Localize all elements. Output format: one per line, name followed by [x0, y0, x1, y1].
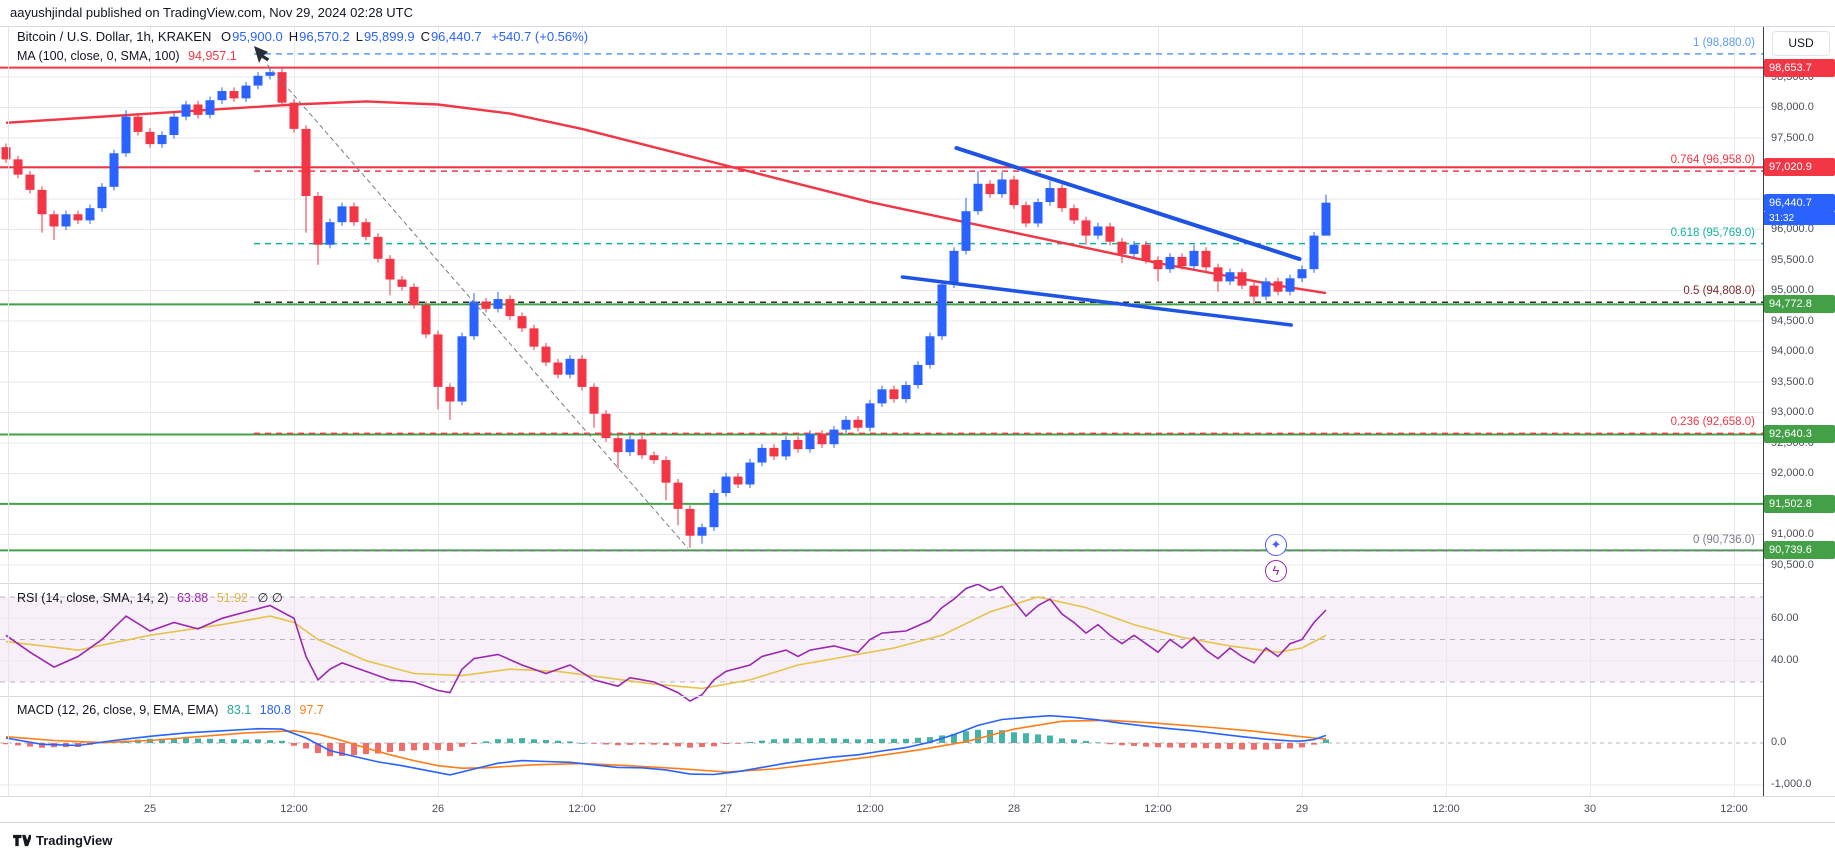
lightning-reaction-icon[interactable]: ϟ: [1265, 560, 1287, 582]
price-tick-label: 94,000.0: [1771, 345, 1814, 357]
price-tick-label: 92,000.0: [1771, 467, 1814, 479]
time-tick-label: 28: [1007, 803, 1021, 815]
countdown-badge: 31:32: [1764, 211, 1835, 225]
ma-value: 94,957.1: [188, 49, 237, 63]
ohlc-value: 96,440.7: [430, 29, 482, 44]
macd-tick-label: -1,000.0: [1771, 778, 1812, 791]
macd-plot: [3, 714, 1329, 776]
currency-button[interactable]: USD: [1772, 31, 1830, 56]
price-tick-label: 96,000.0: [1771, 223, 1814, 235]
price-tick-label: 95,000.0: [1771, 284, 1814, 296]
horizontal-level-lines[interactable]: [0, 66, 1763, 552]
price-badge: 91,502.8: [1764, 494, 1835, 513]
time-tick-label: 12:00: [856, 803, 884, 815]
price-change: +540.7 (+0.56%): [491, 29, 589, 44]
fib-level-label[interactable]: 0.5 (94,808.0): [1683, 285, 1755, 298]
price-badge: 98,653.7: [1764, 58, 1835, 77]
time-tick-label: 30: [1583, 803, 1597, 815]
rsi-tick-label: 40.00: [1771, 654, 1799, 667]
price-tick-label: 93,000.0: [1771, 406, 1814, 418]
price-badge: 96,440.7: [1764, 193, 1835, 212]
fib-level-label[interactable]: 1 (98,880.0): [1692, 36, 1755, 49]
ma-legend: MA (100, close, 0, SMA, 100) 94,957.1: [17, 49, 237, 63]
macd-label[interactable]: MACD (12, 26, close, 9, EMA, EMA): [17, 703, 219, 717]
trendlines[interactable]: [267, 64, 1302, 549]
price-tick-label: 97,500.0: [1771, 131, 1814, 144]
fib-level-label[interactable]: 0.236 (92,658.0): [1670, 416, 1755, 429]
ohlc-values: O95,900.0 H96,570.2 L95,899.9 C96,440.7: [215, 29, 482, 44]
ohlc-letter: C: [420, 29, 430, 44]
rsi-ma-value: 51.92: [216, 591, 248, 605]
time-tick-label: 12:00: [1144, 803, 1172, 815]
fib-level-label[interactable]: 0.764 (96,958.0): [1670, 154, 1755, 167]
symbol-title[interactable]: Bitcoin / U.S. Dollar, 1h, KRAKEN: [17, 29, 212, 44]
time-tick-label: 29: [1295, 803, 1309, 815]
price-badge: 92,640.3: [1764, 425, 1835, 444]
attribution-text: aayushjindal published on TradingView.co…: [10, 5, 414, 20]
fib-retracement-lines[interactable]: [254, 53, 1763, 552]
price-badge: 90,739.6: [1764, 541, 1835, 560]
rsi-legend: RSI (14, close, SMA, 14, 2) 63.88 51.92 …: [17, 590, 283, 605]
ohlc-letter: O: [220, 29, 232, 44]
time-tick-label: 26: [431, 803, 445, 815]
ohlc-value: 95,899.9: [363, 29, 415, 44]
symbol-legend: Bitcoin / U.S. Dollar, 1h, KRAKEN O95,90…: [17, 29, 588, 44]
rsi-band-values: ∅ ∅: [257, 591, 283, 605]
time-tick-label: 12:00: [1720, 803, 1748, 815]
price-badge: 97,020.9: [1764, 158, 1835, 177]
gridlines: [0, 27, 1763, 796]
tradingview-logo[interactable]: [12, 833, 31, 848]
rsi-tick-label: 60.00: [1771, 611, 1799, 624]
macd-signal-value: 97.7: [299, 703, 324, 717]
macd-legend: MACD (12, 26, close, 9, EMA, EMA) 83.1 1…: [17, 703, 324, 717]
rsi-plot: [5, 583, 1327, 703]
macd-value: 180.8: [259, 703, 292, 717]
time-tick-label: 12:00: [568, 803, 596, 815]
pane-frame: [0, 26, 1835, 823]
fib-level-label[interactable]: 0 (90,736.0): [1692, 533, 1755, 546]
price-tick-label: 94,500.0: [1771, 314, 1814, 327]
footer: TradingView: [12, 833, 112, 848]
rsi-value: 63.88: [176, 591, 209, 605]
time-tick-label: 12:00: [280, 803, 308, 815]
price-badge: 94,772.8: [1764, 295, 1835, 314]
macd-tick-label: 0.0: [1771, 736, 1787, 749]
sparkle-reaction-icon[interactable]: ✦: [1265, 534, 1287, 556]
price-tick-label: 98,000.0: [1771, 101, 1814, 114]
brand-name[interactable]: TradingView: [36, 833, 113, 848]
ma-label[interactable]: MA (100, close, 0, SMA, 100): [17, 49, 180, 63]
macd-hist-value: 83.1: [226, 703, 252, 717]
price-tick-label: 95,500.0: [1771, 253, 1814, 266]
ma-100-line: [5, 100, 1327, 295]
cursor-arrow-marker: [254, 46, 270, 63]
price-tick-label: 90,500.0: [1771, 558, 1814, 571]
price-scale[interactable]: [1763, 27, 1835, 796]
candlesticks: [1, 67, 1331, 548]
time-tick-label: 12:00: [1432, 803, 1460, 815]
time-axis[interactable]: [0, 797, 1763, 822]
price-tick-label: 93,500.0: [1771, 375, 1814, 388]
rsi-label[interactable]: RSI (14, close, SMA, 14, 2): [17, 591, 169, 605]
ohlc-letter: H: [288, 29, 299, 44]
ohlc-value: 95,900.0: [232, 29, 283, 44]
price-tick-label: 91,000.0: [1771, 528, 1814, 540]
time-tick-label: 27: [719, 803, 733, 815]
ohlc-letter: L: [355, 29, 363, 44]
ohlc-value: 96,570.2: [299, 29, 350, 44]
time-tick-label: 25: [143, 803, 157, 815]
fib-level-label[interactable]: 0.618 (95,769.0): [1670, 226, 1755, 239]
